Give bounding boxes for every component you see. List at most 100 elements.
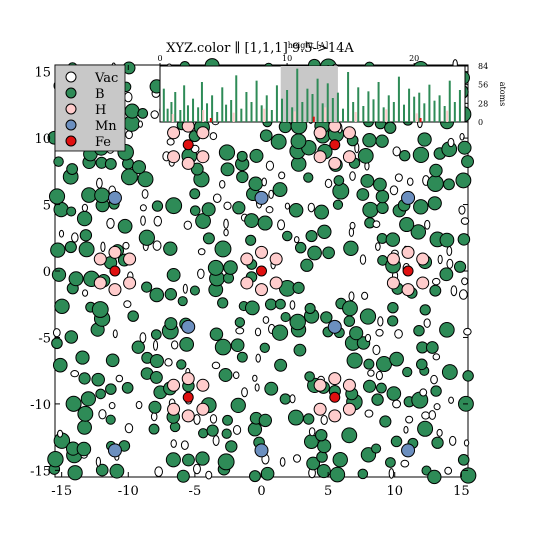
vacancy-site <box>293 236 300 244</box>
hydrogen-atom <box>269 276 283 290</box>
histogram-bars <box>162 68 461 122</box>
boron-atom <box>236 150 248 162</box>
hydrogen-atom <box>313 402 327 416</box>
vacancy-site <box>320 414 328 425</box>
boron-atom <box>189 188 201 200</box>
boron-atom <box>127 310 139 322</box>
boron-atom <box>234 317 246 328</box>
boron-atom <box>316 451 328 463</box>
histogram-bar-b <box>197 107 200 122</box>
manganese-atom <box>254 443 269 458</box>
boron-atom <box>332 199 344 210</box>
histogram-bar-b <box>377 82 380 122</box>
hydrogen-atom <box>255 283 268 297</box>
vacancy-site <box>430 374 438 385</box>
histogram-bar-b <box>458 90 461 122</box>
boron-atom <box>419 304 431 316</box>
hydrogen-atom <box>255 245 268 259</box>
y-axis: -15 -10 -5 0 5 10 15 <box>30 66 468 479</box>
legend-label-fe: Fe <box>95 135 111 150</box>
boron-atom <box>137 171 154 188</box>
boron-atom <box>137 108 149 119</box>
vacancy-site <box>279 457 286 467</box>
boron-atom <box>195 451 210 466</box>
histogram-bar-b <box>362 106 365 122</box>
histogram-bar-h <box>293 111 296 122</box>
legend-marker-fe <box>65 135 77 147</box>
vacancy-site <box>265 160 275 171</box>
manganese-atom <box>181 319 196 334</box>
vacancy-site <box>164 358 173 367</box>
vacancy-site <box>219 179 226 189</box>
vacancy-site <box>150 412 158 422</box>
boron-atom <box>379 415 392 428</box>
vacancy-site <box>122 241 130 250</box>
vacancy-site <box>81 289 89 297</box>
vacancy-site <box>254 327 262 337</box>
iron-atom <box>109 265 121 277</box>
boron-atom <box>177 296 188 307</box>
boron-atom <box>66 163 79 175</box>
boron-atom <box>91 301 109 318</box>
boron-atom <box>248 176 263 192</box>
vacancy-site <box>140 215 146 226</box>
boron-atom <box>453 260 467 273</box>
vacancy-site <box>193 463 201 475</box>
boron-atom <box>412 146 430 163</box>
vacancy-site <box>262 316 270 324</box>
manganese-atom <box>401 443 416 458</box>
boron-atom <box>260 466 275 481</box>
boron-atom <box>402 366 413 378</box>
histogram-bar-b <box>316 78 319 122</box>
boron-atom <box>457 233 471 246</box>
boron-atom <box>457 140 472 155</box>
hydrogen-atom <box>386 276 400 290</box>
boron-atom <box>306 456 321 471</box>
vacancy-site <box>463 439 470 447</box>
boron-atom <box>259 342 270 353</box>
boron-atom <box>457 454 470 466</box>
vacancy-site <box>212 193 222 204</box>
histogram-bar-b <box>397 76 400 122</box>
vacancy-site <box>392 399 402 409</box>
boron-atom <box>332 182 350 200</box>
histogram-bar-b <box>179 110 182 122</box>
histogram-bar-b <box>428 84 431 122</box>
vacancy-site <box>125 130 133 140</box>
vacancy-site <box>388 468 395 479</box>
vacancy-site <box>446 258 454 269</box>
histogram-bar-b <box>221 87 224 122</box>
boron-atom <box>357 147 374 164</box>
boron-atom <box>166 268 181 282</box>
histogram-bar-b <box>255 80 258 122</box>
hydrogen-atom <box>342 126 356 140</box>
vacancy-site <box>444 466 453 475</box>
boron-atom <box>95 388 106 400</box>
histogram-bar-h <box>354 112 357 122</box>
boron-atom <box>385 457 396 468</box>
histogram-bar-b <box>183 85 186 122</box>
vacancy-site <box>423 318 431 328</box>
histogram-bar-b <box>311 94 314 122</box>
boron-atom <box>315 428 328 442</box>
vacancy-site <box>419 388 428 397</box>
vacancy-site <box>212 435 220 446</box>
histogram-bar-b <box>367 91 370 122</box>
histogram-bar-b <box>296 68 299 122</box>
vacancy-site <box>180 440 189 450</box>
boron-atom <box>141 281 153 293</box>
vacancy-site <box>211 361 221 370</box>
y-tick-label: 10 <box>34 132 51 147</box>
vacancy-site <box>372 344 381 356</box>
boron-atom <box>95 463 109 477</box>
legend-label-b: B <box>95 87 105 102</box>
histogram-bar-b <box>342 108 344 122</box>
boron-atom <box>429 284 442 297</box>
boron-atom <box>290 133 307 150</box>
iron-atom <box>329 139 341 151</box>
vacancy-site <box>308 427 316 437</box>
boron-atom <box>176 469 190 483</box>
boron-atom <box>314 204 329 220</box>
boron-atom <box>359 308 377 325</box>
